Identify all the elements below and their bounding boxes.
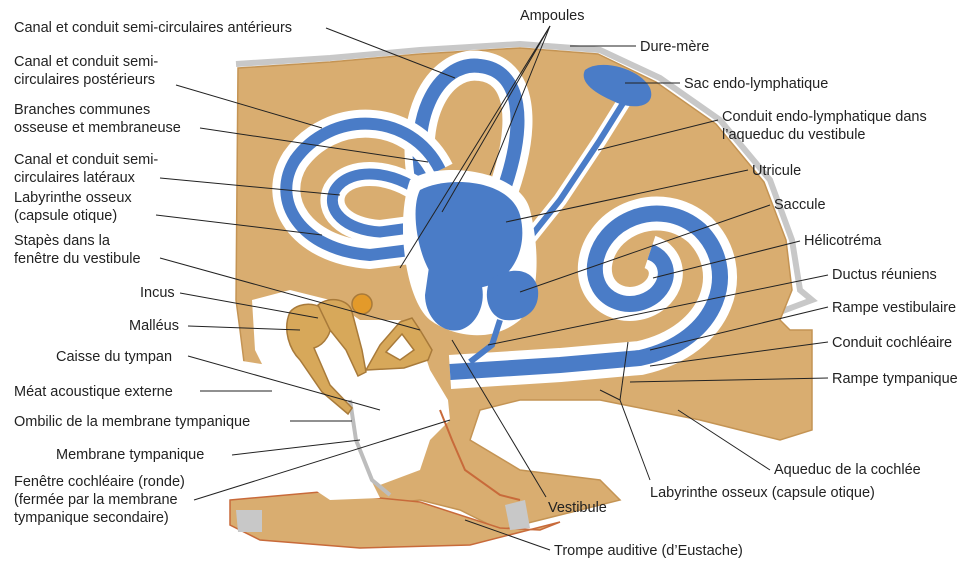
label-ampoules: Ampoules	[520, 8, 584, 24]
leader-canal-anterieur	[325, 27, 456, 79]
label-utricule: Utricule	[752, 163, 801, 179]
label-canal-posterieur-2: circulaires postérieurs	[14, 72, 155, 88]
label-helicotrema: Hélicotréma	[804, 233, 882, 249]
label-branches-communes-2: osseuse et membraneuse	[14, 120, 181, 136]
leader-ampoules-1	[399, 25, 551, 269]
leader-incus	[179, 292, 319, 319]
leader-utricule	[505, 169, 749, 223]
label-fenetre-3: tympanique secondaire)	[14, 510, 169, 526]
label-membrane-tympanique: Membrane tympanique	[56, 447, 204, 463]
label-ductus-reuniens: Ductus réuniens	[832, 267, 937, 283]
cochlear-duct	[449, 205, 728, 380]
stapes-head	[351, 293, 373, 315]
label-conduit-endo-2: l’aqueduc du vestibule	[722, 127, 866, 143]
label-labyrinthe-gauche-2: (capsule otique)	[14, 208, 117, 224]
leader-labyrinthe-gauche	[155, 214, 323, 236]
leader-saccule	[519, 204, 771, 293]
leader-canal-posterieur	[175, 84, 323, 129]
leader-malleus	[187, 325, 301, 331]
leader-fenetre	[193, 419, 451, 501]
label-rampe-vestibulaire: Rampe vestibulaire	[832, 300, 956, 316]
label-dure-mere: Dure-mère	[640, 39, 709, 55]
label-ombilic: Ombilic de la membrane tympanique	[14, 414, 250, 430]
leader-helicotrema	[652, 240, 801, 279]
label-canal-lateral-2: circulaires latéraux	[14, 170, 136, 186]
label-caisse-tympan: Caisse du tympan	[56, 349, 172, 365]
label-saccule: Saccule	[774, 197, 826, 213]
posterior-canal-duct	[280, 117, 446, 262]
leader-stapes	[159, 257, 421, 331]
leader-lines	[155, 25, 829, 551]
label-vestibule: Vestibule	[548, 500, 607, 516]
endolymphatic-sac	[583, 64, 652, 107]
lower-bone-plate	[229, 491, 561, 549]
tympanic-membrane-line	[348, 399, 392, 497]
leader-conduit-endo	[597, 119, 719, 151]
label-aqueduc-cochlee: Aqueduc de la cochlée	[774, 462, 921, 478]
leader-branches-communes	[199, 127, 429, 163]
saccule	[486, 270, 539, 321]
dura-mater-band	[235, 40, 818, 315]
label-conduit-cochleaire: Conduit cochléaire	[832, 335, 952, 351]
leader-trompe	[464, 519, 551, 551]
label-conduit-endo-1: Conduit endo-lymphatique dans	[722, 109, 927, 125]
leader-aqueduc	[677, 409, 771, 471]
leader-labyrinthe-bas-1	[619, 399, 651, 481]
membranous-labyrinth	[272, 50, 737, 389]
label-stapes-1: Stapès dans la	[14, 233, 111, 249]
tympanic-bone-fragment	[236, 510, 262, 532]
endolymphatic-duct-inner	[517, 98, 628, 252]
label-labyrinthe-gauche-1: Labyrinthe osseux	[14, 190, 132, 206]
label-malleus: Malléus	[129, 318, 179, 334]
label-meat-acoustique: Méat acoustique externe	[14, 384, 173, 400]
leader-rampe-tymp	[629, 377, 829, 383]
label-fenetre-2: (fermée par la membrane	[14, 492, 178, 508]
label-fenetre-1: Fenêtre cochléaire (ronde)	[14, 474, 185, 490]
leader-labyrinthe-bas-2	[599, 389, 621, 401]
leader-rampe-vest	[649, 306, 829, 351]
eustachian-lining	[439, 409, 521, 501]
leader-membrane	[231, 439, 361, 456]
label-rampe-tympanique: Rampe tympanique	[832, 371, 958, 387]
vestibule-lower	[425, 256, 483, 331]
labels: Canal et conduit semi-circulaires antéri…	[14, 8, 958, 559]
leader-labyrinthe-bas-3	[619, 341, 629, 401]
label-incus: Incus	[140, 285, 175, 301]
external-meatus	[236, 360, 380, 500]
label-labyrinthe-bas: Labyrinthe osseux (capsule otique)	[650, 485, 875, 501]
leader-vestibule	[451, 339, 547, 498]
label-stapes-2: fenêtre du vestibule	[14, 251, 141, 267]
label-sac-endolymphatique: Sac endo-lymphatique	[684, 76, 828, 92]
leader-canal-lateral	[159, 177, 341, 196]
ductus-reuniens-link	[468, 319, 503, 365]
leader-ampoules-3	[489, 25, 551, 176]
label-trompe-auditive: Trompe auditive (d’Eustache)	[554, 543, 743, 559]
leader-ampoules-2	[441, 25, 551, 213]
leader-ductus	[487, 274, 829, 346]
leader-conduit-coch	[649, 341, 829, 367]
label-branches-communes-1: Branches communes	[14, 102, 150, 118]
tube-bone-fragment	[505, 500, 530, 530]
leader-caisse	[187, 355, 381, 411]
incus-shape	[317, 298, 367, 378]
label-canal-posterieur-1: Canal et conduit semi-	[14, 54, 158, 70]
label-canal-anterieur: Canal et conduit semi-circulaires antéri…	[14, 20, 292, 36]
label-canal-lateral-1: Canal et conduit semi-	[14, 152, 158, 168]
lateral-canal-duct	[326, 168, 434, 238]
malleus-shape	[286, 303, 353, 416]
